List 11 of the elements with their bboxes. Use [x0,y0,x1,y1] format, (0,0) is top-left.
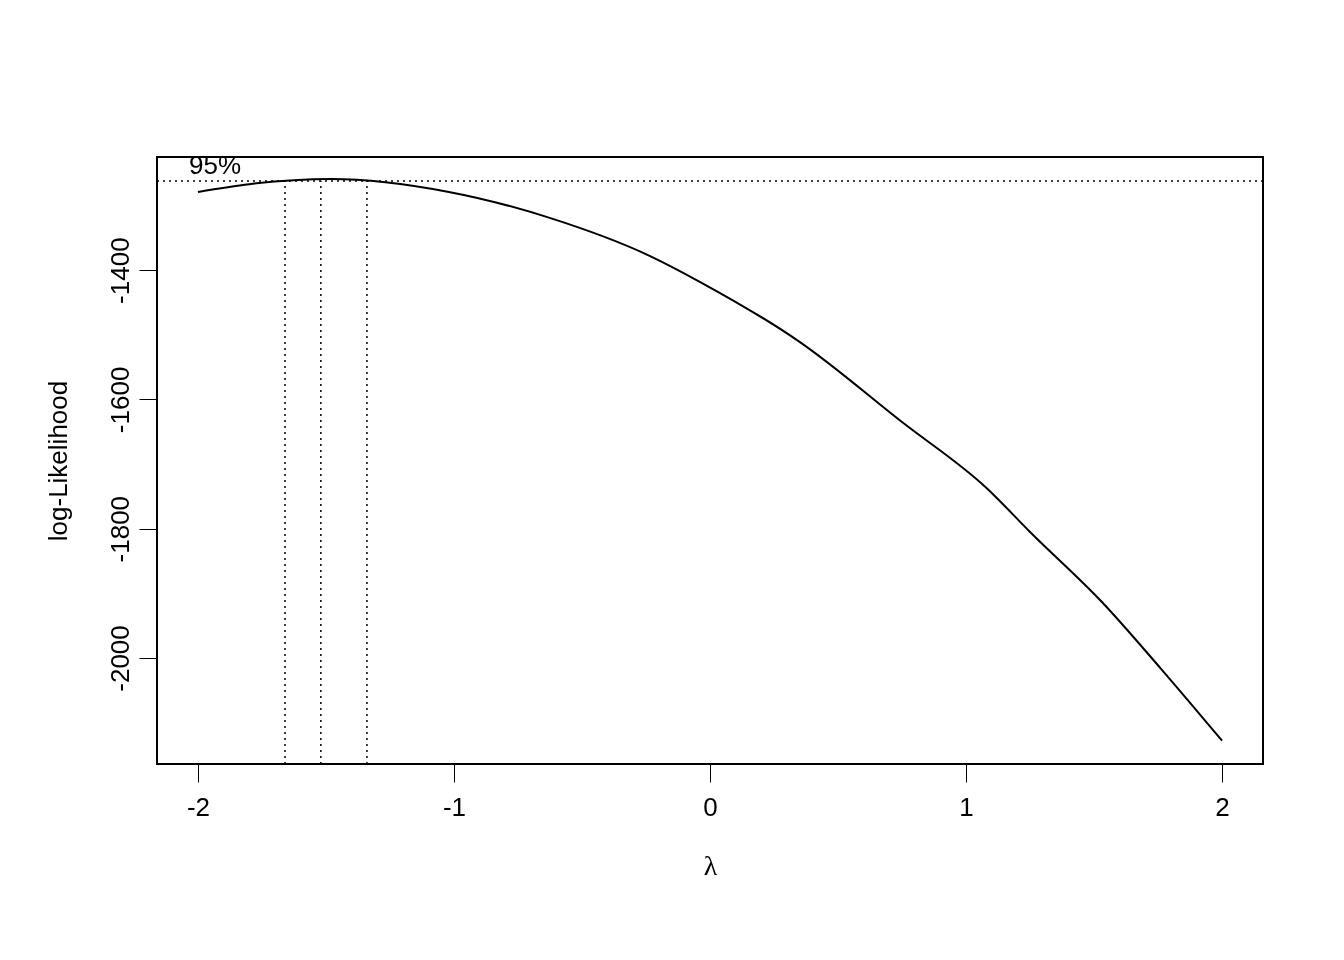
y-tick-label: -1600 [104,366,135,434]
x-tick-label: 1 [959,791,974,822]
y-tick-label: -1400 [104,237,135,304]
y-tick-label: -1800 [104,495,135,563]
x-tick-label: 2 [1215,791,1230,822]
x-tick-label: -2 [186,791,211,822]
x-tick-label: 0 [703,791,718,822]
x-tick-label: -1 [442,791,467,822]
y-tick-label: -2000 [104,625,135,692]
x-axis-title: λ [703,849,718,881]
y-axis-title: log-Likelihood [42,380,73,542]
